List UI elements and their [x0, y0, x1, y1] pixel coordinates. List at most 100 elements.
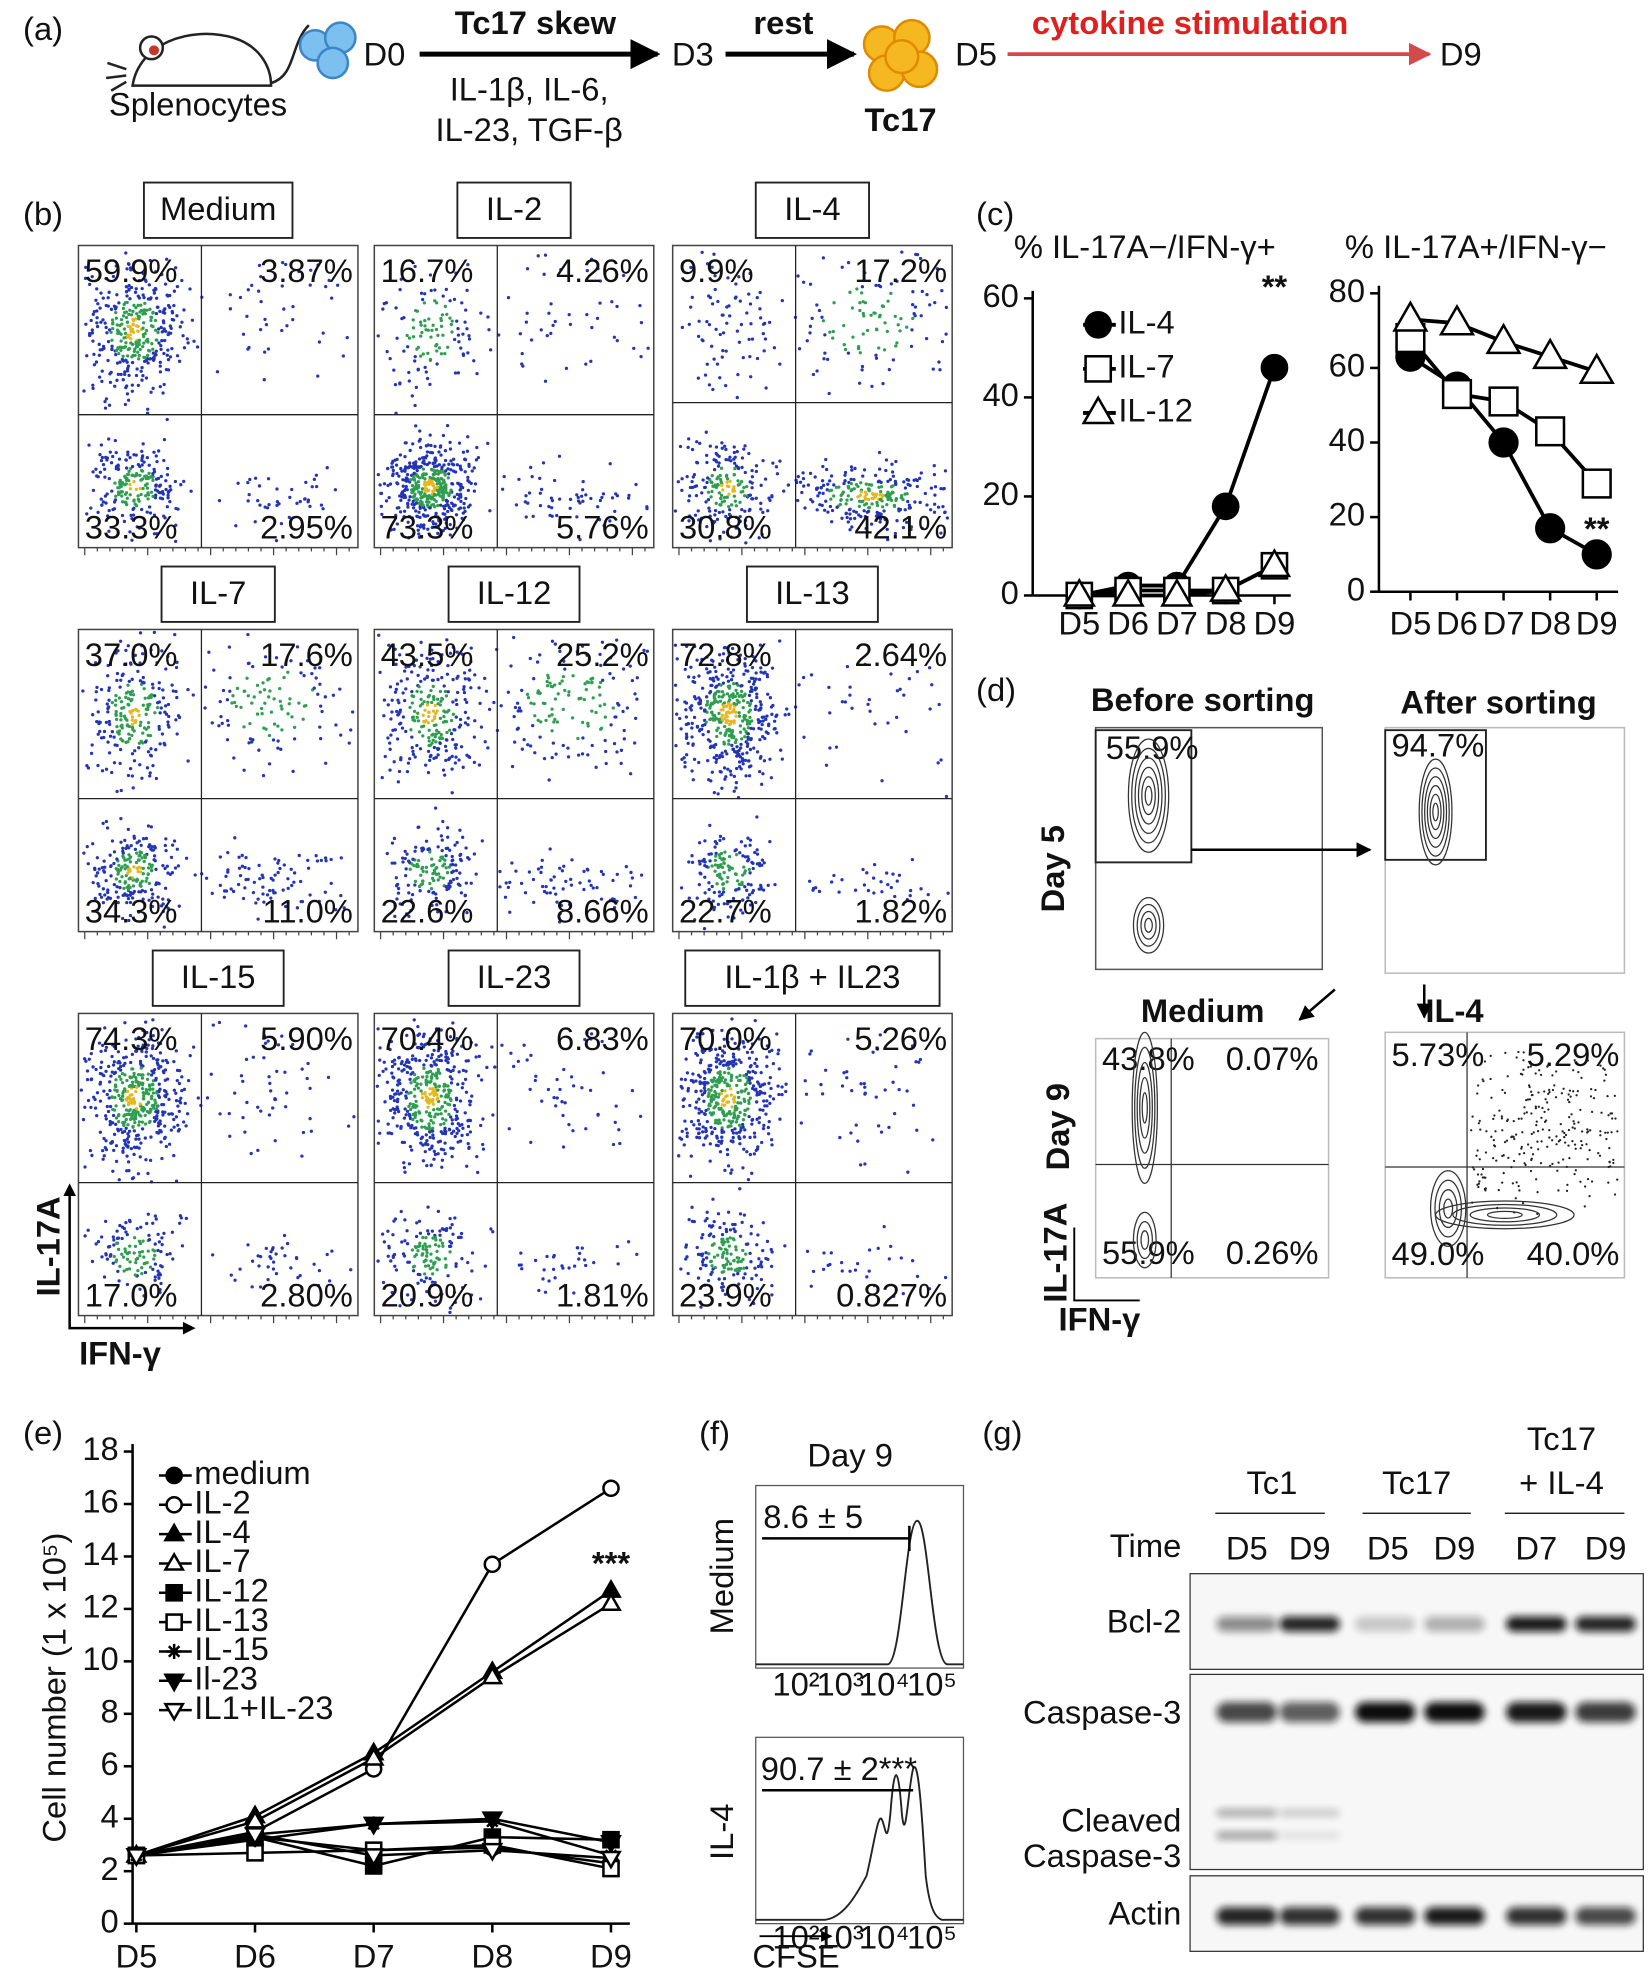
event-dot: [410, 690, 414, 694]
event-dot: [404, 484, 408, 489]
event-dot: [111, 507, 115, 512]
event-dot: [114, 1084, 118, 1089]
event-dot: [246, 632, 250, 637]
event-dot: [319, 858, 323, 862]
event-dot: [81, 1117, 86, 1122]
event-dot: [743, 693, 747, 698]
event-dot: [316, 263, 320, 267]
event-dot: [713, 869, 717, 873]
event-dot: [127, 724, 132, 729]
event-dot: [726, 516, 730, 521]
event-dot: [827, 391, 831, 396]
event-dot: [165, 505, 169, 509]
event-dot: [121, 306, 126, 311]
plot-title: IL-7: [190, 574, 246, 611]
event-dot: [723, 850, 727, 854]
event-dot: [725, 484, 730, 488]
event-dot: [715, 362, 720, 366]
event-dot: [892, 504, 897, 508]
event-dot: [571, 674, 575, 678]
event-dot: [559, 268, 563, 272]
group-label: Tc17: [1527, 1420, 1596, 1457]
event-dot: [874, 492, 879, 497]
event-dot: [154, 1076, 158, 1081]
event-dot: [759, 501, 763, 505]
event-dot: [613, 509, 617, 514]
event-dot: [389, 733, 393, 737]
event-dot: [260, 712, 264, 716]
event-dot: [228, 689, 232, 693]
event-dot: [123, 1247, 127, 1251]
event-dot: [696, 376, 700, 380]
event-dot: [889, 492, 893, 496]
event-dot: [915, 484, 919, 489]
event-dot: [748, 702, 752, 706]
event-dot: [151, 764, 155, 768]
event-dot: [815, 486, 819, 490]
event-dot: [106, 663, 110, 668]
event-dot: [399, 466, 403, 471]
event-dot: [427, 847, 431, 851]
event-dot: [104, 1117, 108, 1121]
event-dot: [758, 290, 762, 295]
event-dot: [107, 328, 112, 332]
event-dot: [727, 492, 731, 496]
event-dot: [247, 741, 251, 745]
event-dot: [142, 341, 146, 345]
event-dot: [82, 851, 86, 855]
event-dot: [766, 692, 770, 696]
event-dot: [108, 853, 112, 857]
event-dot: [746, 735, 750, 739]
event-dot: [395, 682, 400, 686]
event-dot: [416, 711, 420, 715]
event-dot: [744, 774, 748, 778]
event-dot: [529, 744, 533, 748]
event-dot: [578, 881, 582, 885]
event-dot: [163, 338, 167, 343]
event-dot: [109, 1253, 113, 1257]
event-dot: [873, 722, 877, 726]
event-dot: [474, 872, 478, 876]
event-dot: [420, 702, 424, 706]
event-dot: [119, 1127, 123, 1132]
event-dot: [146, 866, 151, 870]
event-dot: [142, 1094, 146, 1098]
event-dot: [844, 511, 848, 515]
event-dot: [460, 516, 464, 521]
event-dot: [121, 849, 125, 853]
event-dot: [894, 498, 898, 503]
event-dot: [130, 722, 135, 727]
event-dot: [90, 331, 95, 335]
event-dot: [598, 279, 603, 283]
event-dot: [886, 299, 890, 303]
lane-label: D9: [1585, 1530, 1627, 1567]
event-dot: [185, 1112, 190, 1116]
event-dot: [122, 714, 127, 718]
event-dot: [847, 508, 852, 512]
event-dot: [283, 1254, 287, 1258]
event-dot: [557, 497, 562, 501]
event-dot: [879, 485, 884, 489]
event-dot: [707, 383, 712, 387]
event-dot: [466, 488, 470, 492]
event-dot: [89, 318, 93, 323]
event-dot: [349, 1268, 353, 1272]
event-dot: [867, 506, 871, 510]
event-dot: [130, 774, 134, 778]
event-dot: [464, 846, 468, 850]
event-dot: [519, 881, 524, 886]
event-dot: [441, 294, 445, 298]
event-dot: [566, 746, 570, 750]
event-dot: [418, 525, 423, 529]
event-dot: [558, 681, 562, 686]
event-dot: [176, 1123, 180, 1127]
event-dot: [445, 730, 449, 735]
event-dot: [431, 522, 436, 526]
event-dot: [161, 391, 165, 395]
event-dot: [254, 901, 258, 905]
schematic-label: D9: [1440, 35, 1482, 72]
event-dot: [258, 877, 262, 881]
event-dot: [114, 450, 118, 455]
event-dot: [128, 333, 132, 337]
event-dot: [736, 700, 741, 704]
